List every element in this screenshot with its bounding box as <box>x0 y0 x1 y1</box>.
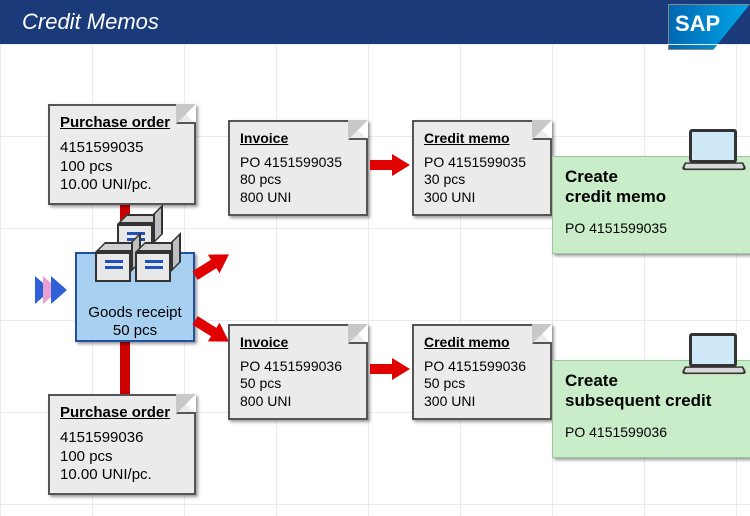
connector-gr-po2 <box>120 340 130 396</box>
boxes-icon <box>95 224 175 282</box>
inv2-amount: 800 UNI <box>240 393 356 411</box>
inv1-title: Invoice <box>240 130 356 148</box>
inv1-qty: 80 pcs <box>240 171 356 189</box>
purchase-order-2: Purchase order 4151599036 100 pcs 10.00 … <box>48 394 196 495</box>
arrow-gr-inv1 <box>190 247 233 283</box>
action1-po: PO 4151599035 <box>565 220 739 237</box>
po1-qty: 100 pcs <box>60 158 184 177</box>
laptop-icon <box>683 333 745 383</box>
inv2-qty: 50 pcs <box>240 375 356 393</box>
inv2-title: Invoice <box>240 334 356 352</box>
cm2-qty: 50 pcs <box>424 375 540 393</box>
action1-line2: credit memo <box>565 187 739 207</box>
credit-memo-2: Credit memo PO 4151599036 50 pcs 300 UNI <box>412 324 552 420</box>
arrow-inv1-cm1 <box>370 156 410 174</box>
invoice-2: Invoice PO 4151599036 50 pcs 800 UNI <box>228 324 368 420</box>
po1-number: 4151599035 <box>60 139 184 158</box>
gr-qty: 50 pcs <box>77 322 193 340</box>
cm2-amount: 300 UNI <box>424 393 540 411</box>
gr-label: Goods receipt <box>77 304 193 322</box>
diagram-canvas: Purchase order 4151599035 100 pcs 10.00 … <box>0 44 750 516</box>
inv2-po: PO 4151599036 <box>240 358 356 376</box>
credit-memo-1: Credit memo PO 4151599035 30 pcs 300 UNI <box>412 120 552 216</box>
slide-title: Credit Memos <box>22 9 159 34</box>
po2-title: Purchase order <box>60 404 184 423</box>
po1-price: 10.00 UNI/pc. <box>60 176 184 195</box>
cm2-po: PO 4151599036 <box>424 358 540 376</box>
po2-price: 10.00 UNI/pc. <box>60 466 184 485</box>
po2-number: 4151599036 <box>60 429 184 448</box>
cm2-title: Credit memo <box>424 334 540 352</box>
action-create-credit-memo: Create credit memo PO 4151599035 <box>552 156 750 254</box>
po2-qty: 100 pcs <box>60 448 184 467</box>
action-create-subsequent-credit: Create subsequent credit PO 4151599036 <box>552 360 750 458</box>
inv1-amount: 800 UNI <box>240 189 356 207</box>
purchase-order-1: Purchase order 4151599035 100 pcs 10.00 … <box>48 104 196 205</box>
po1-title: Purchase order <box>60 114 184 133</box>
slide-header: Credit Memos SAP <box>0 0 750 44</box>
arrow-inv2-cm2 <box>370 360 410 378</box>
laptop-icon <box>683 129 745 179</box>
action2-po: PO 4151599036 <box>565 424 739 441</box>
cm1-qty: 30 pcs <box>424 171 540 189</box>
inv1-po: PO 4151599035 <box>240 154 356 172</box>
chevrons-icon <box>35 276 59 309</box>
cm1-po: PO 4151599035 <box>424 154 540 172</box>
cm1-amount: 300 UNI <box>424 189 540 207</box>
invoice-1: Invoice PO 4151599035 80 pcs 800 UNI <box>228 120 368 216</box>
cm1-title: Credit memo <box>424 130 540 148</box>
action2-line2: subsequent credit <box>565 391 739 411</box>
